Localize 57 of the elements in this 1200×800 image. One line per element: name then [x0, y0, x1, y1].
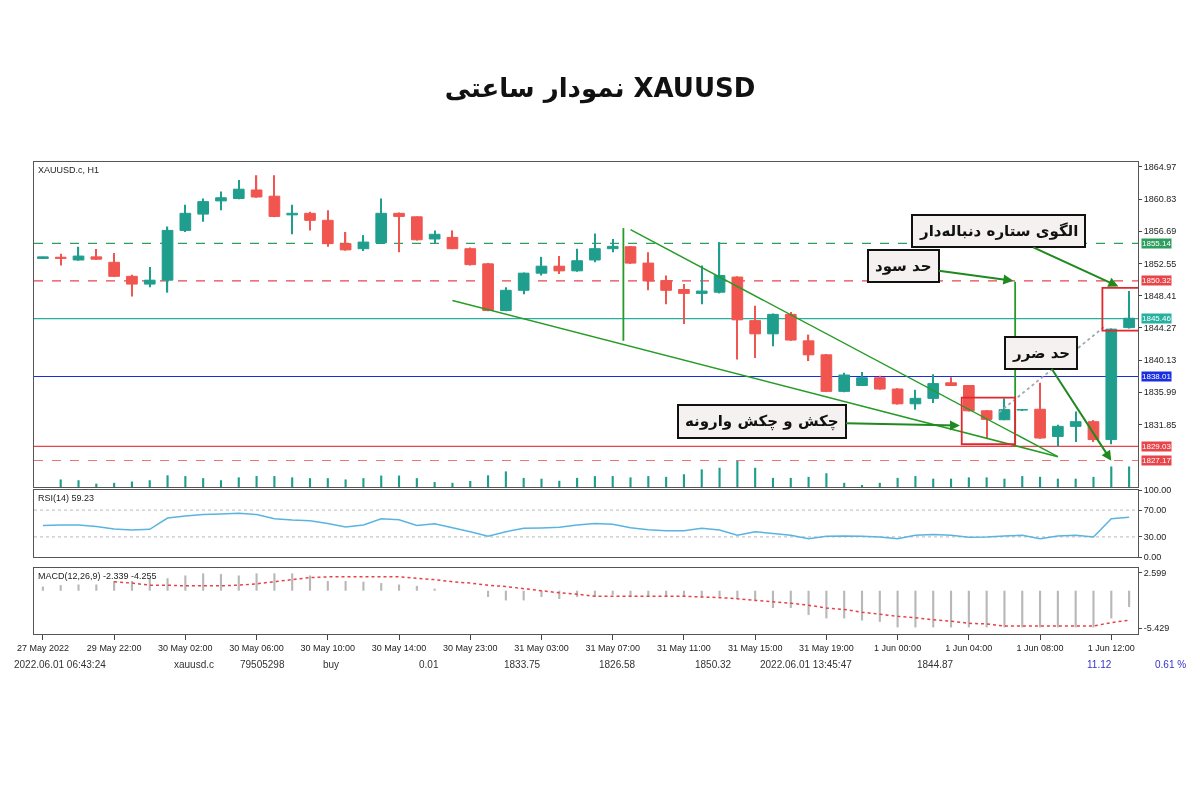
y-tick-label: 1864.97 [1143, 162, 1177, 173]
x-tick-label: 30 May 06:00 [229, 642, 284, 653]
y-tick-label: 1860.83 [1143, 194, 1177, 205]
x-tick-label: 1 Jun 12:00 [1087, 642, 1135, 653]
x-tick-label: 31 May 15:00 [727, 642, 783, 653]
text: 2022.06.01 06:43:24 [14, 659, 107, 670]
x-tick-label: 30 May 23:00 [442, 642, 498, 653]
x-tick-label: 31 May 03:00 [514, 642, 569, 653]
y-tick-label: 70.00 [1143, 505, 1167, 516]
annotation: چکش و چکش وارونه [685, 412, 839, 431]
x-tick-label: 1 Jun 08:00 [1016, 642, 1064, 653]
x-tick-label: 1 Jun 04:00 [945, 642, 993, 653]
text: 1850.32 [695, 659, 732, 670]
ref-line-label: 1855.14 [1142, 239, 1172, 248]
annotation: الگوی ستاره دنباله‌دار [919, 222, 1079, 240]
text: 1826.58 [599, 659, 636, 670]
annotation: MACD(12,26,9) -2.339 -4.255 [38, 571, 157, 581]
ref-line-label: 1845.46 [1142, 314, 1172, 323]
y-tick-label: 0.00 [1143, 552, 1162, 563]
text: 1833.75 [504, 659, 541, 670]
annotation: حد ضرر [1012, 344, 1071, 362]
text: 0.01 [419, 659, 439, 670]
y-tick-label: 1848.41 [1143, 290, 1177, 301]
x-tick-label: 31 May 19:00 [799, 642, 854, 653]
x-tick-label: 31 May 07:00 [585, 642, 640, 653]
y-tick-label: -5.429 [1143, 623, 1170, 634]
ref-line-label: 1850.32 [1142, 276, 1172, 285]
x-tick-label: 27 May 2022 [16, 642, 69, 653]
y-tick-label: 1840.13 [1143, 355, 1177, 366]
ref-line-label: 1838.01 [1142, 372, 1172, 381]
ref-line-label: 1827.17 [1142, 456, 1172, 465]
x-tick-label: 30 May 02:00 [158, 642, 213, 653]
text: 2022.06.01 13:45:47 [760, 659, 853, 670]
y-tick-label: 1844.27 [1143, 322, 1177, 333]
x-tick-label: 1 Jun 00:00 [874, 642, 922, 653]
y-tick-label: 1831.85 [1143, 419, 1177, 430]
text: buy [323, 659, 340, 670]
annotation: XAUUSD.c, H1 [38, 165, 100, 175]
x-tick-label: 30 May 14:00 [371, 642, 427, 653]
y-tick-label: 1856.69 [1143, 226, 1177, 237]
text: 79505298 [240, 659, 285, 670]
text: 0.61 % [1155, 659, 1187, 670]
y-tick-label: 1835.99 [1143, 387, 1177, 398]
y-tick-label: 2.599 [1143, 567, 1167, 578]
annotation: RSI(14) 59.23 [38, 493, 95, 503]
x-tick-label: 30 May 10:00 [300, 642, 356, 653]
y-tick-label: 100.00 [1143, 485, 1172, 496]
x-tick-label: 29 May 22:00 [86, 642, 142, 653]
chart-title: نمودار ساعتی XAUUSD [444, 73, 756, 105]
text: xauusd.c [174, 659, 215, 670]
y-tick-label: 1852.55 [1143, 258, 1177, 269]
annotation: حد سود [875, 257, 932, 275]
text: 11.12 [1087, 659, 1112, 670]
text: 1844.87 [917, 659, 954, 670]
y-tick-label: 30.00 [1143, 532, 1167, 543]
ref-line-label: 1829.03 [1142, 442, 1172, 451]
x-tick-label: 31 May 11:00 [657, 642, 711, 653]
